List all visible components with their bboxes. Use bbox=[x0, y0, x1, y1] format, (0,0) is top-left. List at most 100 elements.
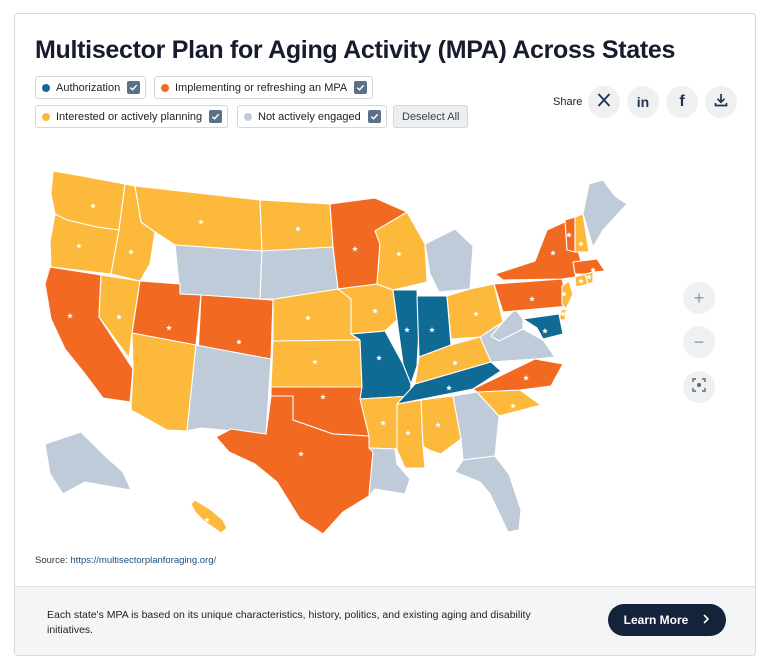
star-icon bbox=[578, 278, 584, 284]
minus-icon: − bbox=[693, 331, 705, 352]
star-icon bbox=[550, 250, 556, 256]
star-icon bbox=[452, 360, 458, 366]
state-la[interactable] bbox=[368, 447, 411, 497]
star-icon bbox=[376, 355, 382, 361]
state-nh[interactable] bbox=[574, 213, 590, 253]
source-link[interactable]: https://multisectorplanforaging.org/ bbox=[70, 555, 217, 566]
state-wi[interactable] bbox=[374, 211, 428, 291]
star-icon bbox=[542, 328, 548, 334]
star-icon bbox=[380, 420, 386, 426]
download-button[interactable] bbox=[705, 86, 737, 118]
legend-chip-interested[interactable]: Interested or actively planning bbox=[35, 105, 229, 128]
star-icon bbox=[352, 246, 358, 252]
source-label: Source: bbox=[35, 555, 68, 566]
star-icon bbox=[116, 314, 122, 320]
star-icon bbox=[295, 226, 301, 232]
deselect-all-button[interactable]: Deselect All bbox=[393, 105, 469, 128]
star-icon bbox=[590, 267, 596, 273]
star-icon bbox=[586, 274, 592, 280]
state-nm[interactable] bbox=[186, 344, 272, 435]
star-icon bbox=[67, 313, 73, 319]
share-linkedin-button[interactable]: in bbox=[627, 86, 659, 118]
chevron-right-icon bbox=[702, 613, 710, 627]
star-icon bbox=[529, 296, 535, 302]
checkbox-checked-icon[interactable] bbox=[209, 110, 223, 123]
share-x-button[interactable] bbox=[588, 86, 620, 118]
state-az[interactable] bbox=[130, 332, 197, 432]
legend-chip-not-engaged[interactable]: Not actively engaged bbox=[237, 105, 387, 128]
star-icon bbox=[510, 403, 516, 409]
reset-view-button[interactable] bbox=[683, 371, 715, 403]
state-me[interactable] bbox=[582, 179, 628, 248]
star-icon bbox=[578, 241, 584, 247]
state-fl[interactable] bbox=[454, 455, 522, 533]
legend-label-interested: Interested or actively planning bbox=[56, 110, 203, 123]
star-icon bbox=[90, 203, 96, 209]
star-icon bbox=[523, 375, 529, 381]
star-icon bbox=[446, 385, 452, 391]
us-map bbox=[15, 134, 755, 554]
star-icon bbox=[405, 430, 411, 436]
legend-dot-implementing bbox=[161, 83, 169, 92]
star-icon bbox=[298, 451, 304, 457]
star-icon bbox=[312, 359, 318, 365]
star-icon bbox=[435, 422, 441, 428]
state-ak[interactable] bbox=[44, 431, 132, 495]
source-note: Source: https://multisectorplanforaging.… bbox=[35, 555, 216, 566]
star-icon bbox=[372, 308, 378, 314]
states-layer bbox=[44, 170, 628, 535]
learn-more-button[interactable]: Learn More bbox=[608, 604, 726, 636]
star-icon bbox=[473, 311, 479, 317]
plus-icon: + bbox=[693, 287, 705, 308]
star-icon bbox=[320, 394, 326, 400]
star-icon bbox=[166, 325, 172, 331]
facebook-icon: f bbox=[679, 93, 685, 110]
x-icon bbox=[596, 92, 612, 113]
star-icon bbox=[305, 315, 311, 321]
legend-dot-authorization bbox=[42, 83, 50, 92]
zoom-in-button[interactable]: + bbox=[683, 282, 715, 314]
stars-layer bbox=[67, 203, 596, 523]
state-wy[interactable] bbox=[174, 244, 263, 300]
checkbox-checked-icon[interactable] bbox=[354, 81, 368, 94]
share-facebook-button[interactable]: f bbox=[666, 86, 698, 118]
star-icon bbox=[396, 251, 402, 257]
state-hi[interactable] bbox=[190, 499, 228, 534]
star-icon bbox=[561, 291, 567, 297]
state-ms[interactable] bbox=[396, 399, 426, 469]
legend-label-not-engaged: Not actively engaged bbox=[258, 110, 361, 123]
zoom-out-button[interactable]: − bbox=[683, 326, 715, 358]
star-icon bbox=[560, 311, 566, 317]
star-icon bbox=[404, 327, 410, 333]
legend-chip-authorization[interactable]: Authorization bbox=[35, 76, 147, 99]
star-icon bbox=[76, 243, 82, 249]
checkbox-checked-icon[interactable] bbox=[367, 110, 381, 123]
star-icon bbox=[429, 327, 435, 333]
state-tn[interactable] bbox=[396, 361, 502, 405]
legend-dot-interested bbox=[42, 112, 50, 121]
checkbox-checked-icon[interactable] bbox=[127, 81, 141, 94]
star-icon bbox=[198, 219, 204, 225]
map-card: Multisector Plan for Aging Activity (MPA… bbox=[14, 13, 756, 656]
star-icon bbox=[204, 517, 210, 523]
star-icon bbox=[566, 232, 572, 238]
state-nd[interactable] bbox=[259, 199, 334, 252]
page-title: Multisector Plan for Aging Activity (MPA… bbox=[35, 36, 676, 64]
download-icon bbox=[713, 92, 729, 113]
legend-dot-not-engaged bbox=[244, 112, 252, 121]
star-icon bbox=[128, 249, 134, 255]
learn-more-label: Learn More bbox=[623, 613, 689, 627]
star-icon bbox=[236, 339, 242, 345]
legend-chip-implementing[interactable]: Implementing or refreshing an MPA bbox=[154, 76, 374, 99]
share-label: Share bbox=[553, 96, 583, 108]
state-mi[interactable] bbox=[424, 228, 474, 293]
state-md[interactable] bbox=[522, 313, 564, 340]
footer-text: Each state's MPA is based on its unique … bbox=[47, 609, 531, 636]
footer-panel: Each state's MPA is based on its unique … bbox=[15, 586, 755, 655]
state-tx[interactable] bbox=[215, 395, 374, 535]
recenter-icon bbox=[692, 377, 706, 397]
linkedin-icon: in bbox=[636, 94, 650, 110]
state-pa[interactable] bbox=[493, 278, 570, 313]
state-ma[interactable] bbox=[572, 258, 606, 275]
state-nj[interactable] bbox=[561, 280, 574, 310]
